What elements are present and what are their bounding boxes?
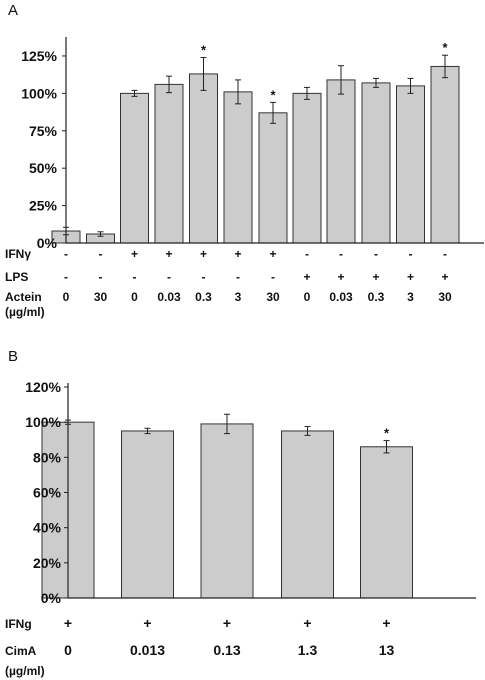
y-tick-label: 80% <box>33 449 62 465</box>
panel-b-chart: * 0% 20% 40% 60% 80% 100% 120% IFNg + + + + + CimA (µ… <box>5 379 476 678</box>
y-tick-label: 60% <box>33 485 62 501</box>
bar <box>292 92 322 244</box>
y-tick-label: 100% <box>21 85 57 101</box>
condition-value: 1.3 <box>298 642 318 658</box>
condition-value: + <box>269 247 276 261</box>
condition-value: + <box>303 270 310 284</box>
bar <box>430 65 460 244</box>
y-tick-label: 120% <box>25 379 61 395</box>
condition-value: - <box>167 270 171 284</box>
condition-value: 0.3 <box>195 290 212 304</box>
significance-star: * <box>201 42 207 57</box>
bar <box>121 430 174 599</box>
condition-value: + <box>131 247 138 261</box>
condition-row-label: IFNg <box>5 617 32 631</box>
condition-value: 0 <box>131 290 138 304</box>
bar <box>281 430 334 599</box>
condition-value: + <box>407 270 414 284</box>
condition-value: 0.03 <box>329 290 353 304</box>
bar <box>396 85 425 244</box>
bar <box>361 82 391 244</box>
y-tick-label: 75% <box>29 123 58 139</box>
bar <box>223 91 253 244</box>
bar <box>154 83 184 244</box>
condition-value: + <box>165 247 172 261</box>
bar <box>360 446 413 599</box>
condition-value: 3 <box>407 290 414 304</box>
y-tick-label: 125% <box>21 48 57 64</box>
significance-star: * <box>442 40 448 55</box>
condition-value: - <box>202 270 206 284</box>
panel-a-letter: A <box>8 2 18 19</box>
condition-value: 13 <box>379 642 395 658</box>
significance-star: * <box>270 87 276 102</box>
y-tick-label: 25% <box>29 198 58 214</box>
condition-value: 0 <box>63 290 70 304</box>
condition-value: 0.3 <box>368 290 385 304</box>
condition-value: - <box>99 270 103 284</box>
condition-value: - <box>99 247 103 261</box>
y-tick-label: 100% <box>25 414 61 430</box>
condition-value: 30 <box>94 290 108 304</box>
condition-value: + <box>441 270 448 284</box>
condition-value: + <box>303 615 311 631</box>
panel-b-letter: B <box>8 348 18 365</box>
condition-value: - <box>374 247 378 261</box>
condition-value: + <box>223 615 231 631</box>
condition-value: - <box>236 270 240 284</box>
bar <box>120 92 149 244</box>
condition-row-label: Actein <box>5 290 42 304</box>
condition-value: - <box>64 270 68 284</box>
y-tick-label: 50% <box>29 160 58 176</box>
y-tick-label: 40% <box>33 520 62 536</box>
condition-value: + <box>200 247 207 261</box>
condition-value: 30 <box>438 290 452 304</box>
condition-value: 30 <box>266 290 280 304</box>
condition-value: 0.03 <box>157 290 181 304</box>
condition-value: - <box>305 247 309 261</box>
condition-value: - <box>339 247 343 261</box>
condition-row-label: CimA <box>5 644 37 658</box>
condition-value: + <box>372 270 379 284</box>
bar <box>258 112 288 244</box>
condition-value: 0 <box>64 642 72 658</box>
condition-value: 0 <box>304 290 311 304</box>
condition-value: 0.13 <box>213 642 240 658</box>
bar <box>200 423 254 599</box>
bar <box>326 79 356 244</box>
condition-value: + <box>337 270 344 284</box>
condition-value: - <box>64 247 68 261</box>
condition-row-unit: (µg/ml) <box>5 305 45 319</box>
y-tick-label: 20% <box>33 555 62 571</box>
condition-row-unit: (µg/ml) <box>5 664 45 678</box>
significance-star: * <box>384 426 390 441</box>
condition-row-label: LPS <box>5 270 28 284</box>
condition-value: - <box>443 247 447 261</box>
condition-value: - <box>271 270 275 284</box>
y-tick-label: 0% <box>41 590 62 606</box>
condition-value: 0.013 <box>130 642 165 658</box>
bar <box>189 73 218 244</box>
condition-value: - <box>409 247 413 261</box>
condition-value: - <box>133 270 137 284</box>
condition-value: + <box>143 615 151 631</box>
condition-row-label: IFNγ <box>5 247 31 261</box>
panel-a-chart: * * * 0% 25% 50% 75% 100% 125% IFNγ - - + + + + + - - - - -… <box>5 37 484 319</box>
y-tick-label: 0% <box>37 235 58 251</box>
condition-value: 3 <box>235 290 242 304</box>
condition-value: + <box>382 615 390 631</box>
condition-value: + <box>234 247 241 261</box>
condition-value: + <box>64 615 72 631</box>
